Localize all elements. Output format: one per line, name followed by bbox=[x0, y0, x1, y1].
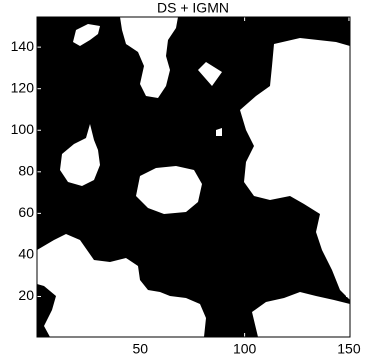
x-tick-label: 150 bbox=[337, 341, 361, 357]
page: DS + IGMN 5010015020406080100120140 (() … bbox=[0, 0, 366, 362]
x-tick-label: 50 bbox=[133, 341, 149, 357]
y-tick-label: 120 bbox=[11, 79, 35, 95]
chart-title: DS + IGMN bbox=[157, 0, 229, 16]
y-tick-label: 100 bbox=[11, 121, 35, 137]
chart: DS + IGMN 50 100 150 20 40 60 80 100 120 140 bbox=[0, 0, 366, 362]
y-tick-label: 60 bbox=[18, 204, 34, 220]
y-tick-label: 140 bbox=[11, 38, 35, 54]
y-tick-label: 40 bbox=[18, 246, 34, 262]
y-tick-label: 80 bbox=[18, 163, 34, 179]
y-tick-label: 20 bbox=[18, 287, 34, 303]
x-tick-label: 100 bbox=[233, 341, 257, 357]
